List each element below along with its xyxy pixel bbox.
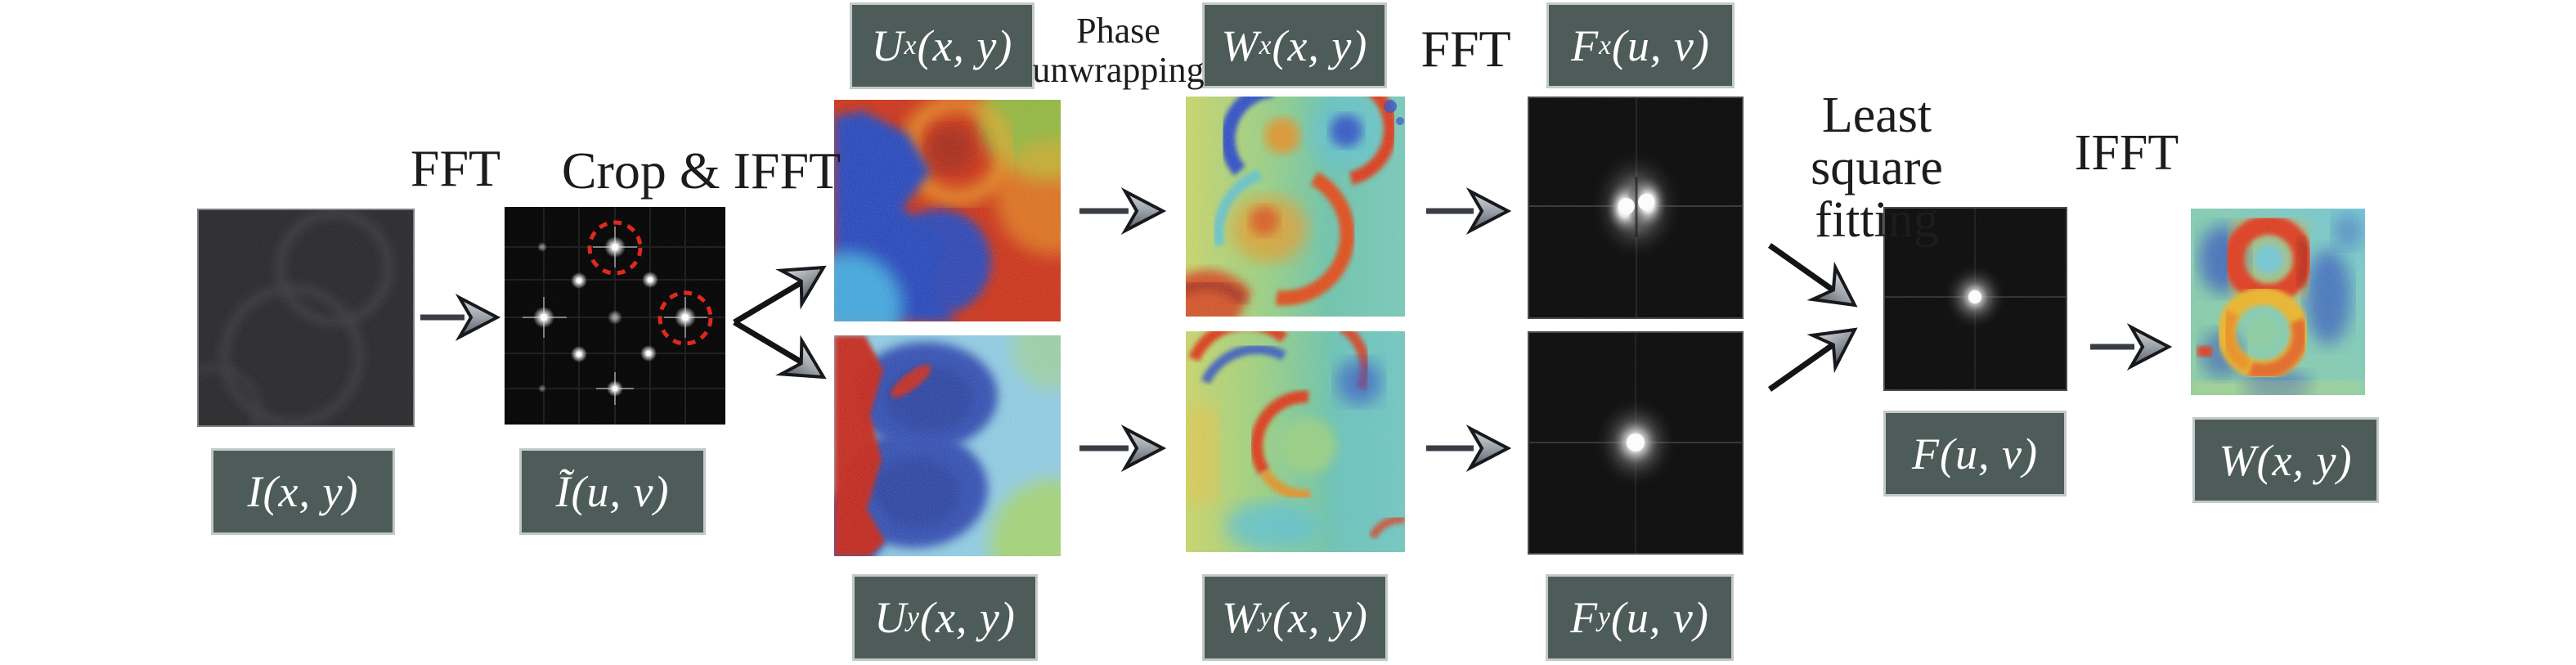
wrapped-phase-y-image bbox=[834, 335, 1061, 556]
step-least-square-fitting: Least square fitting bbox=[1750, 88, 2004, 248]
label-F-args: (u, v) bbox=[1940, 429, 2038, 479]
step-phase-unwrapping-line2: unwrapping bbox=[1032, 50, 1205, 91]
step-ifft: IFFT bbox=[2074, 125, 2179, 181]
reconstructed-wavefront-image bbox=[2191, 209, 2365, 395]
unwrapped-phase-y-image bbox=[1186, 331, 1405, 552]
step-fft-2: FFT bbox=[1420, 20, 1511, 78]
label-I-tilde-args: (u, v) bbox=[571, 467, 670, 516]
arrow-fft-2-top bbox=[1426, 187, 1511, 235]
arrow-phase-unwrapping-bottom bbox=[1079, 425, 1166, 472]
arrow-fft-2-bottom bbox=[1426, 425, 1511, 472]
label-Fx-symbol: F bbox=[1571, 20, 1600, 70]
spectrum-fy-image bbox=[1528, 331, 1744, 555]
label-Uy-args: (x, y) bbox=[919, 593, 1016, 642]
label-I-args: (x, y) bbox=[263, 467, 359, 516]
arrow-phase-unwrapping-top bbox=[1079, 187, 1166, 235]
label-Ux-args: (x, y) bbox=[917, 21, 1013, 70]
label-F: F (u, v) bbox=[1883, 411, 2067, 497]
label-Ux-symbol: U bbox=[871, 21, 904, 70]
label-Fy-symbol: F bbox=[1570, 593, 1599, 642]
label-Fx-args: (u, v) bbox=[1611, 20, 1710, 70]
fourier-spectrum-image bbox=[505, 207, 725, 425]
step-crop-ifft: Crop & IFFT bbox=[561, 142, 841, 200]
step-least-square-line2: fitting bbox=[1815, 191, 1939, 248]
arrow-fft-1 bbox=[420, 294, 500, 341]
step-least-square-line1: Least square bbox=[1811, 88, 1943, 195]
label-Wy-args: (x, y) bbox=[1272, 593, 1368, 642]
label-W-args: (x, y) bbox=[2256, 435, 2353, 485]
arrow-converge-least-square bbox=[1767, 243, 1858, 392]
arrow-split-crop-ifft bbox=[733, 265, 827, 380]
label-Uy-symbol: U bbox=[874, 593, 908, 642]
fitted-spectrum-image bbox=[1883, 207, 2067, 391]
step-phase-unwrapping-line1: Phase bbox=[1076, 11, 1160, 51]
arrow-ifft bbox=[2090, 323, 2172, 371]
wrapped-phase-x-image bbox=[834, 100, 1061, 321]
unwrapped-phase-x-image bbox=[1186, 97, 1405, 317]
label-Wx-args: (x, y) bbox=[1272, 20, 1368, 70]
label-I-symbol: I bbox=[247, 467, 263, 516]
label-I: I (x, y) bbox=[211, 448, 395, 535]
label-W: W (x, y) bbox=[2192, 417, 2379, 503]
label-W-symbol: W bbox=[2219, 435, 2257, 485]
label-Wx-symbol: W bbox=[1221, 20, 1259, 70]
label-F-symbol: F bbox=[1912, 429, 1941, 479]
label-I-tilde: Ĩ (u, v) bbox=[519, 448, 706, 535]
label-I-tilde-symbol: Ĩ bbox=[555, 467, 572, 516]
spectrum-fx-image bbox=[1528, 97, 1744, 319]
step-phase-unwrapping: Phase unwrapping bbox=[1022, 11, 1214, 91]
label-Wy-symbol: W bbox=[1222, 593, 1260, 642]
label-Fy-args: (u, v) bbox=[1610, 593, 1709, 642]
step-fft-1: FFT bbox=[410, 139, 501, 197]
interferogram-image bbox=[197, 209, 415, 427]
